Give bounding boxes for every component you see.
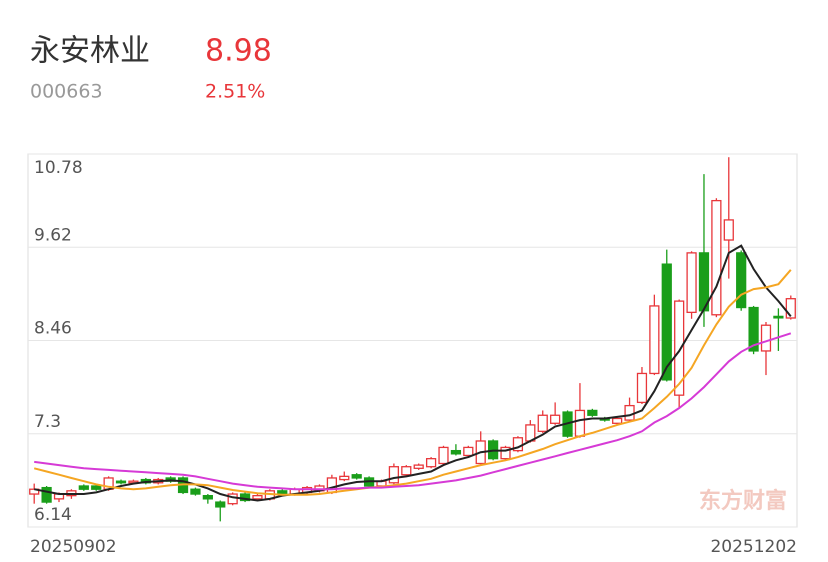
stock-code: 000663: [30, 81, 103, 103]
candle-body: [438, 446, 449, 465]
candle-body: [612, 417, 623, 424]
candle-body: [115, 480, 127, 484]
candle-body: [649, 305, 660, 375]
candle-body: [748, 306, 759, 352]
candle-body: [711, 199, 722, 316]
candle-body: [686, 252, 697, 314]
candle-body: [500, 446, 511, 460]
candle-body: [239, 493, 251, 502]
y-tick-label: 10.78: [34, 158, 83, 178]
candle-body: [401, 466, 412, 476]
candle-body: [450, 449, 462, 455]
candle-body: [78, 485, 89, 490]
y-tick-label: 7.3: [34, 412, 61, 432]
y-tick-label: 6.14: [34, 505, 72, 525]
candle-body: [537, 414, 548, 432]
moving-average-line: [33, 269, 792, 496]
moving-average-line: [34, 332, 792, 491]
candle-body: [723, 219, 734, 241]
candle-body: [41, 486, 52, 503]
candle-body: [339, 475, 350, 481]
candle-body: [661, 263, 672, 381]
watermark: 东方财富: [699, 488, 787, 514]
candle-body: [190, 488, 201, 495]
candle-body: [326, 477, 337, 494]
x-tick-label: 20250902: [30, 537, 117, 557]
candle-body: [736, 252, 747, 309]
candle-body: [425, 458, 437, 468]
candle-body: [773, 315, 784, 319]
stock-price: 8.98: [205, 34, 272, 69]
candle-body: [674, 300, 685, 396]
candle-body: [277, 490, 288, 495]
candle-body: [388, 466, 400, 484]
candle-body: [624, 404, 635, 421]
moving-average-line: [34, 244, 792, 502]
candle-body: [587, 409, 598, 416]
y-tick-label: 9.62: [34, 225, 72, 245]
candle-body: [252, 494, 263, 500]
candle-body: [550, 414, 561, 424]
candle-body: [760, 324, 772, 352]
candle-body: [574, 409, 586, 437]
candle-body: [785, 298, 796, 319]
candle-body: [215, 501, 226, 508]
candle-body: [463, 446, 474, 457]
x-tick-label: 20251202: [710, 537, 797, 557]
candle-body: [91, 485, 102, 490]
candle-body: [351, 474, 362, 479]
candle-body: [202, 494, 213, 500]
candle-body: [413, 464, 424, 469]
price-change: 2.51%: [205, 81, 265, 103]
candle-body: [636, 372, 648, 404]
stock-name: 永安林业: [30, 34, 150, 69]
y-tick-label: 8.46: [34, 319, 72, 339]
